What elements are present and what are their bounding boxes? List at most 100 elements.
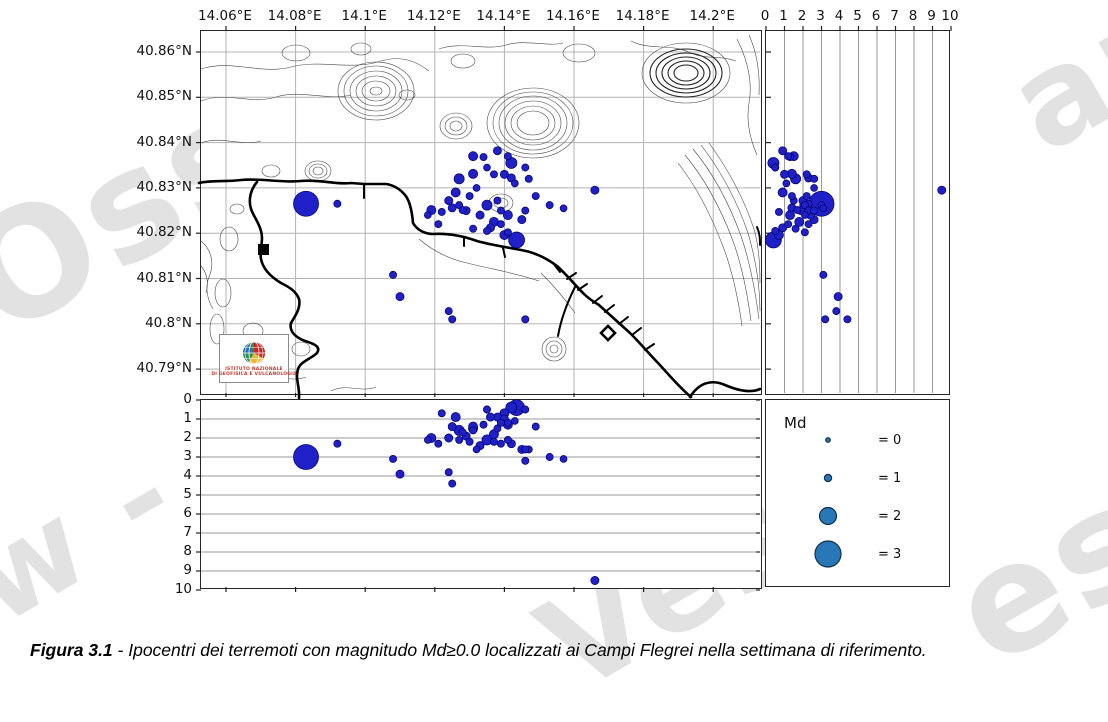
event-dot: [794, 216, 805, 227]
event-dot: [521, 456, 530, 465]
event-dot: [784, 152, 793, 161]
event-dot: [483, 163, 491, 172]
event-dot: [475, 210, 485, 220]
longitude-vs-depth-panel: [196, 399, 762, 592]
tick-label: 2: [797, 8, 807, 24]
event-dot: [469, 426, 478, 435]
event-dot: [499, 169, 509, 179]
legend-circle: [823, 473, 833, 483]
event-dot: [444, 196, 454, 206]
event-dot: [448, 479, 457, 488]
event-dot: [800, 228, 809, 237]
tick-label: 8: [908, 8, 918, 24]
event-dot: [778, 146, 788, 156]
tick-label: 0: [760, 8, 770, 24]
map-axis-ticks: [196, 26, 714, 397]
event-dot: [389, 454, 397, 463]
event-dot: [521, 405, 530, 414]
event-dot: [493, 424, 502, 433]
event-dot: [444, 468, 453, 477]
event-dot: [395, 292, 405, 302]
event-dot: [444, 433, 454, 443]
event-dot: [804, 220, 813, 229]
event-dot: [791, 224, 800, 233]
event-dot: [511, 179, 519, 188]
tick-label: 1: [183, 410, 192, 426]
event-dot: [782, 179, 791, 188]
event-dot: [802, 170, 811, 179]
event-dot: [775, 207, 783, 216]
longitude-depth-points: [293, 399, 600, 585]
depth-vs-latitude-plot: [765, 26, 952, 393]
event-dot: [545, 453, 554, 461]
tick-label: 14.14°E: [476, 8, 531, 24]
event-dot: [590, 185, 600, 195]
event-dot: [479, 153, 488, 162]
tick-label: 8: [183, 543, 192, 559]
event-dot: [777, 187, 788, 198]
tick-label: 3: [183, 448, 192, 464]
tick-label: 2: [183, 429, 192, 445]
tick-label: 4: [834, 8, 844, 24]
event-dot: [490, 170, 498, 179]
event-dot: [472, 445, 481, 454]
event-dot: [843, 315, 852, 324]
tick-label: 7: [890, 8, 899, 24]
event-dot: [333, 199, 342, 208]
event-dot: [821, 315, 830, 324]
event-dot: [448, 315, 457, 324]
event-dot: [496, 206, 505, 215]
logo-text-line2: DI GEOFISICA E VULCANOLOGIA: [211, 372, 297, 377]
legend-entry-label: = 0: [878, 433, 901, 448]
event-dot: [802, 192, 811, 201]
event-dot: [545, 201, 554, 210]
event-dot: [469, 224, 478, 233]
caption-figure-number: Figura 3.1: [30, 640, 113, 660]
map-terrain-contours: [200, 34, 761, 392]
tick-label: 40.8°N: [145, 314, 192, 331]
event-dot: [503, 228, 512, 237]
event-dot: [784, 220, 793, 229]
event-dot: [437, 409, 446, 418]
event-dot: [559, 204, 568, 213]
legend-entry-label: = 2: [878, 509, 901, 524]
event-dot: [447, 203, 457, 213]
tick-label: 5: [853, 8, 862, 24]
event-dot: [531, 422, 540, 431]
event-dot: [819, 204, 828, 213]
tick-label: 5: [183, 486, 192, 502]
legend-circle: [825, 437, 831, 443]
caption-text: - Ipocentri dei terremoti con magnitudo …: [112, 640, 927, 660]
legend-circle: [814, 540, 842, 568]
event-dot: [444, 307, 453, 316]
map-panel: ISTITUTO NAZIONALE DI GEOFISICA E VULCAN…: [196, 26, 762, 400]
event-dot: [800, 201, 809, 210]
event-dot: [490, 437, 498, 446]
ingv-globe-icon: [243, 341, 265, 365]
event-dot: [424, 436, 432, 444]
event-dot: [479, 420, 488, 429]
event-dot: [521, 206, 530, 215]
event-dot: [333, 439, 342, 448]
tick-label: 10: [941, 8, 959, 24]
event-dot: [503, 418, 512, 427]
event-dot: [787, 192, 796, 201]
map-epicenters: [293, 146, 600, 324]
event-dot: [483, 226, 491, 235]
legend-entry-label: = 3: [878, 547, 901, 562]
tick-label: 3: [816, 8, 825, 24]
tick-label: 40.82°N: [136, 224, 193, 241]
tick-label: 40.85°N: [136, 88, 193, 105]
tick-label: 40.79°N: [136, 360, 193, 377]
event-dot: [531, 192, 540, 201]
event-dot: [465, 437, 474, 446]
depth-gridlines: [196, 399, 760, 592]
tick-label: 14.18°E: [615, 8, 670, 24]
depth-latitude-points: [765, 146, 947, 324]
tick-label: 7: [183, 524, 192, 540]
event-dot: [559, 455, 568, 463]
legend-entry-label: = 1: [878, 471, 901, 486]
event-dot: [458, 206, 467, 215]
event-dot: [447, 422, 457, 432]
